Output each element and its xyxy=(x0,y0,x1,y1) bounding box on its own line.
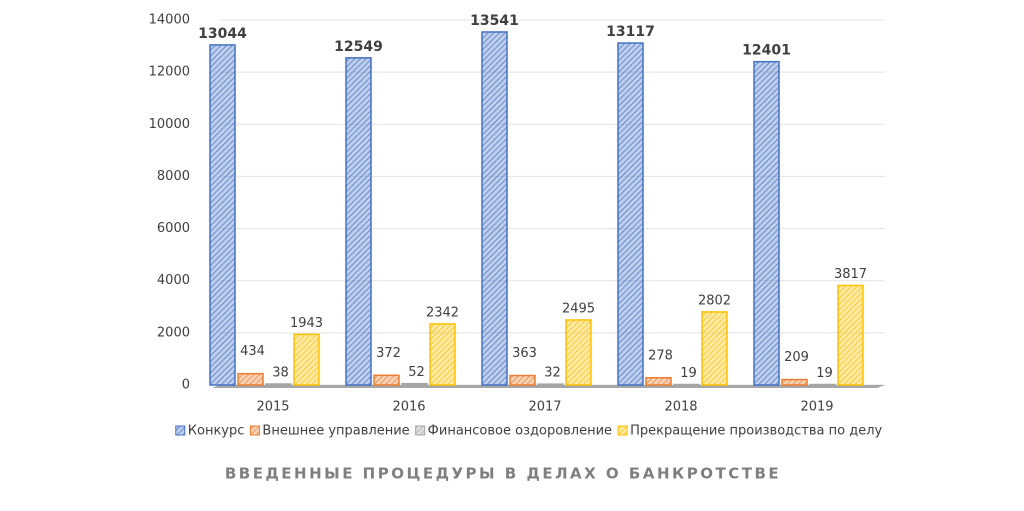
x-tick-label: 2019 xyxy=(800,400,833,415)
bar xyxy=(210,45,235,385)
bar xyxy=(646,378,671,385)
bar xyxy=(374,375,399,385)
legend-label: Финансовое оздоровление xyxy=(428,424,612,439)
data-label: 13044 xyxy=(198,26,247,42)
y-tick-label: 10000 xyxy=(149,117,190,132)
data-label: 12549 xyxy=(334,39,383,55)
data-label: 372 xyxy=(376,346,401,361)
bar xyxy=(402,384,427,385)
data-label: 3817 xyxy=(834,267,867,282)
y-tick-label: 6000 xyxy=(157,221,190,236)
data-label: 363 xyxy=(512,346,537,361)
data-label: 2342 xyxy=(426,305,459,320)
bar xyxy=(618,43,643,385)
data-label: 13541 xyxy=(470,13,519,29)
bar xyxy=(566,320,591,385)
data-label: 2495 xyxy=(562,301,595,316)
y-tick-label: 0 xyxy=(182,378,190,393)
legend-swatch xyxy=(618,426,627,435)
data-label: 12401 xyxy=(742,43,791,59)
data-label: 209 xyxy=(784,350,809,365)
bar xyxy=(538,384,563,385)
legend-label: Прекращение производства по делу xyxy=(630,424,882,439)
legend-swatch xyxy=(250,426,259,435)
x-tick-label: 2016 xyxy=(392,400,425,415)
bar xyxy=(782,380,807,385)
legend-swatch xyxy=(176,426,185,435)
legend-swatch xyxy=(416,426,425,435)
x-tick-label: 2017 xyxy=(528,400,561,415)
y-tick-label: 2000 xyxy=(157,325,190,340)
bar xyxy=(482,32,507,385)
x-tick-label: 2015 xyxy=(256,400,289,415)
legend: Конкурс Внешнее управление Финансовое оздо… xyxy=(176,424,883,439)
data-label: 52 xyxy=(408,365,425,380)
bar xyxy=(294,334,319,385)
y-tick-label: 4000 xyxy=(157,273,190,288)
bar xyxy=(238,374,263,385)
chart-title: ВВЕДЕННЫЕ ПРОЦЕДУРЫ В ДЕЛАХ О БАНКРОТСТВ… xyxy=(225,465,781,483)
legend-label: Внешнее управление xyxy=(262,424,409,439)
data-label: 434 xyxy=(240,344,265,359)
data-label: 38 xyxy=(272,366,289,381)
bar xyxy=(346,58,371,385)
bar xyxy=(430,324,455,385)
y-tick-label: 8000 xyxy=(157,169,190,184)
data-label: 2802 xyxy=(698,293,731,308)
data-label: 19 xyxy=(680,366,697,381)
x-tick-label: 2018 xyxy=(664,400,697,415)
bar xyxy=(838,285,863,385)
bar xyxy=(266,384,291,385)
data-label: 1943 xyxy=(290,316,323,331)
bar xyxy=(702,312,727,385)
legend-label: Конкурс xyxy=(188,424,245,439)
data-label: 19 xyxy=(816,366,833,381)
bar xyxy=(754,62,779,385)
bar xyxy=(510,376,535,385)
y-tick-label: 12000 xyxy=(149,65,190,80)
data-label: 13117 xyxy=(606,24,655,40)
data-label: 32 xyxy=(544,366,561,381)
data-label: 278 xyxy=(648,348,673,363)
y-tick-label: 14000 xyxy=(149,13,190,28)
